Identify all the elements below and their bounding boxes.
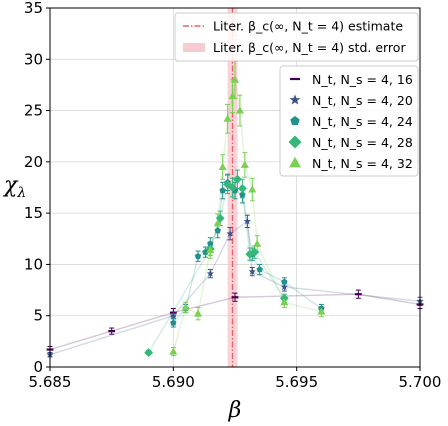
legend-reference-line-label: Liter. β_c(∞, N_t = 4) estimate [213, 19, 403, 34]
y-tick-label-3: 15 [24, 204, 43, 222]
data-point-4-5 [218, 162, 227, 170]
data-point-2-12 [281, 278, 288, 285]
data-point-2-11 [256, 266, 263, 273]
data-point-3-5 [233, 174, 242, 184]
data-point-4-7 [228, 91, 237, 100]
data-point-4-6 [223, 114, 232, 122]
data-point-3-4 [228, 183, 237, 192]
series-line-0 [49, 293, 421, 351]
data-point-1-1 [169, 311, 177, 319]
y-tick-label-5: 25 [24, 102, 43, 120]
data-markers [46, 75, 424, 358]
y-tick-label-2: 10 [24, 255, 43, 273]
data-point-4-8 [230, 75, 240, 83]
legend-label-3: N_t, N_s = 4, 28 [312, 135, 413, 150]
legend-reference-band-swatch [183, 43, 205, 52]
x-tick-label-2: 5.695 [275, 373, 318, 391]
legend-label-4: N_t, N_s = 4, 32 [312, 156, 413, 171]
data-point-4-2 [193, 309, 203, 317]
data-point-4-1 [181, 303, 190, 311]
x-tick-label-1: 5.690 [152, 373, 195, 391]
data-point-2-6 [219, 187, 226, 194]
data-point-1-2 [206, 269, 214, 277]
data-point-4-0 [169, 347, 178, 355]
data-point-1-3 [226, 229, 234, 237]
data-point-2-3 [202, 248, 209, 255]
tick-labels: 5.685 5.690 5.695 5.700 0 5 10 15 20 25 30 35 [24, 0, 442, 391]
series-line-1 [49, 220, 421, 356]
data-point-3-0 [144, 348, 154, 358]
y-axis-label: χλ [2, 173, 26, 201]
data-point-4-12 [253, 239, 262, 247]
legend-label-1: N_t, N_s = 4, 20 [312, 93, 413, 108]
legend-label-0: N_t, N_s = 4, 16 [312, 72, 413, 87]
legend-series: N_t, N_s = 4, 16 N_t, N_s = 4, 20 N_t, N_s… [279, 65, 419, 177]
legend-reference-band-label: Liter. β_c(∞, N_t = 4) std. error [213, 40, 406, 55]
x-axis-label: β [228, 398, 242, 423]
data-point-2-9 [239, 191, 246, 198]
data-point-4-9 [235, 106, 244, 114]
data-point-2-2 [194, 252, 202, 259]
plot-frame [49, 7, 421, 368]
legend-reference-box [174, 12, 419, 62]
legend-series-box [279, 65, 419, 177]
legend-label-2: N_t, N_s = 4, 24 [312, 114, 413, 129]
legend-swatch-2 [290, 116, 300, 126]
y-axis-label-group: χλ [2, 173, 26, 201]
y-tick-label-7: 35 [24, 0, 43, 17]
data-point-2-5 [214, 227, 221, 234]
data-point-3-6 [237, 184, 247, 193]
data-point-4-13 [280, 298, 289, 306]
legend-swatch-3 [288, 135, 302, 149]
data-point-3-7 [245, 249, 255, 259]
data-point-1-4 [243, 217, 251, 225]
data-point-3-8 [250, 247, 260, 257]
y-tick-label-6: 30 [24, 50, 43, 68]
y-tick-label-0: 0 [33, 358, 43, 376]
data-point-2-0 [170, 319, 177, 326]
data-point-4-11 [248, 185, 257, 193]
data-point-4-10 [240, 160, 249, 168]
legend-reference: Liter. β_c(∞, N_t = 4) estimate Liter. β_… [174, 12, 419, 62]
data-point-4-14 [317, 307, 326, 315]
data-point-4-4 [213, 219, 222, 227]
legend-swatch-1 [289, 94, 301, 105]
data-point-2-4 [207, 240, 214, 247]
data-point-1-5 [248, 267, 256, 275]
x-tick-label-0: 5.685 [29, 373, 72, 391]
data-point-4-3 [206, 245, 215, 254]
y-tick-label-4: 20 [24, 153, 43, 171]
axes [49, 7, 421, 368]
x-tick-label-3: 5.700 [399, 373, 442, 391]
data-point-1-6 [280, 283, 288, 291]
y-tick-label-1: 5 [33, 307, 43, 325]
legend-swatch-4 [289, 156, 301, 168]
